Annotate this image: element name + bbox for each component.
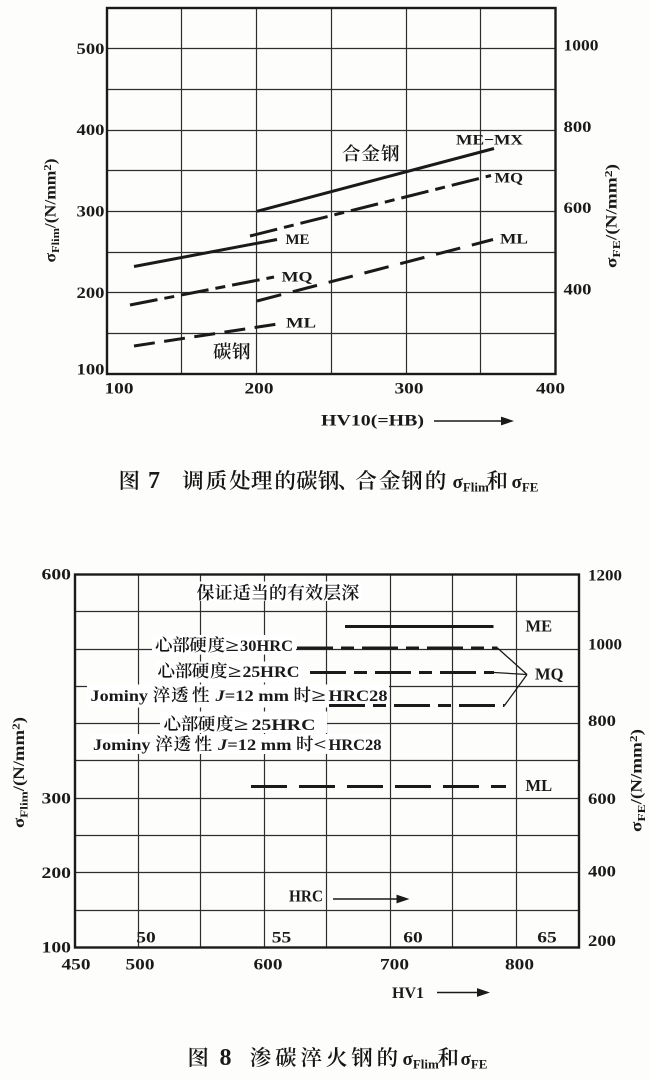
svg-text:50: 50 (136, 930, 156, 947)
svg-text:300: 300 (395, 381, 424, 398)
svg-text:Jominy: Jominy (93, 737, 151, 754)
svg-text:450: 450 (62, 957, 91, 974)
svg-text:100: 100 (105, 381, 134, 398)
svg-text:7: 7 (148, 468, 160, 494)
svg-text:ME−MX: ME−MX (456, 133, 523, 149)
svg-text:100: 100 (42, 940, 72, 957)
svg-text:30HRC: 30HRC (240, 638, 293, 655)
svg-text:700: 700 (380, 957, 409, 974)
svg-text:600: 600 (564, 200, 592, 217)
svg-text:8: 8 (220, 1045, 232, 1071)
svg-text:800: 800 (588, 713, 616, 730)
svg-text:200: 200 (42, 865, 72, 882)
svg-text:≥: ≥ (228, 662, 242, 681)
svg-text:300: 300 (77, 204, 105, 221)
svg-text:200: 200 (245, 381, 274, 398)
svg-text:1000: 1000 (564, 38, 599, 55)
svg-text:600: 600 (588, 791, 616, 808)
svg-text:55: 55 (272, 930, 292, 947)
svg-text:HV1: HV1 (392, 985, 424, 1002)
svg-text:<: < (314, 735, 327, 754)
svg-text:σFlim/(N/mm2): σFlim/(N/mm2) (42, 159, 62, 263)
svg-text:HRC28: HRC28 (329, 737, 382, 754)
svg-text:25HRC: 25HRC (243, 664, 300, 681)
svg-text:400: 400 (588, 863, 616, 880)
svg-text:400: 400 (536, 381, 565, 398)
svg-text:MQ: MQ (282, 270, 313, 286)
svg-text:600: 600 (254, 957, 283, 974)
svg-text:200: 200 (588, 933, 616, 950)
svg-text:ME: ME (526, 617, 553, 636)
svg-text:MQ: MQ (535, 665, 564, 684)
svg-text:ME: ME (286, 232, 310, 248)
svg-text:60: 60 (403, 930, 423, 947)
svg-text:≥: ≥ (234, 715, 249, 734)
svg-text:≥: ≥ (312, 686, 327, 705)
svg-text:100: 100 (77, 362, 105, 379)
svg-text:≥: ≥ (226, 636, 240, 655)
svg-text:600: 600 (42, 567, 72, 584)
svg-text:1200: 1200 (588, 568, 622, 585)
svg-text:1000: 1000 (588, 637, 622, 654)
svg-text:HRC: HRC (289, 887, 323, 906)
svg-text:200: 200 (77, 285, 105, 302)
svg-text:65: 65 (537, 930, 557, 947)
svg-text:300: 300 (42, 791, 72, 808)
svg-text:ML: ML (526, 776, 553, 795)
svg-text:500: 500 (126, 957, 155, 974)
svg-text:800: 800 (564, 119, 592, 136)
svg-text:HRC28: HRC28 (329, 688, 388, 705)
svg-text:400: 400 (564, 282, 592, 299)
svg-text:25HRC: 25HRC (252, 717, 316, 734)
svg-text:J=12 mm: J=12 mm (217, 737, 292, 754)
svg-text:Jominy: Jominy (91, 688, 149, 705)
svg-text:J=12 mm: J=12 mm (214, 688, 289, 705)
svg-text:ML: ML (500, 232, 528, 248)
svg-text:800: 800 (505, 957, 534, 974)
svg-text:ML: ML (286, 316, 316, 332)
svg-text:500: 500 (77, 41, 105, 58)
svg-text:HV10(=HB): HV10(=HB) (321, 413, 424, 430)
svg-text:MQ: MQ (495, 171, 524, 187)
svg-text:400: 400 (77, 122, 105, 139)
